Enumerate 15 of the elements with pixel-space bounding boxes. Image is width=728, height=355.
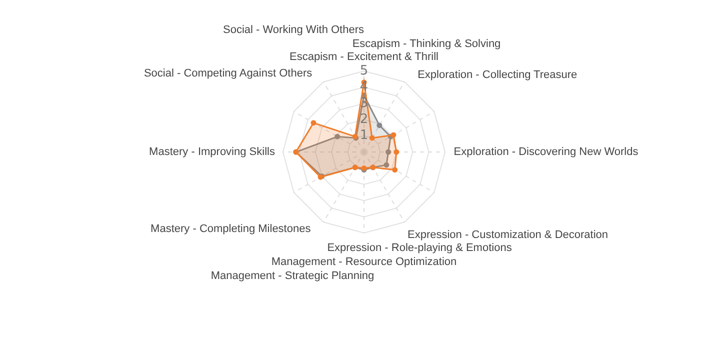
- spoke-label: Management - Strategic Planning: [210, 270, 374, 282]
- spoke-label: Mastery - Completing Milestones: [150, 223, 312, 236]
- y-tick-label: 2: [360, 112, 368, 127]
- spoke-label: Exploration - Discovering New Worlds: [454, 146, 639, 158]
- spoke-label: Expression - Customization & Decoration: [407, 229, 608, 242]
- spoke-label: Escapism - Thinking & Solving: [352, 38, 501, 50]
- spoke-label: Expression - Role-playing & Emotions: [327, 242, 512, 254]
- y-tick-label: 5: [360, 63, 368, 78]
- spoke-label: Social - Competing Against Others: [144, 68, 313, 80]
- spoke-label: Exploration - Collecting Treasure: [418, 69, 578, 82]
- spoke-label: Social - Working With Others: [222, 24, 364, 36]
- spoke-label: Escapism - Excitement & Thrill: [290, 51, 438, 64]
- spoke-label: Management - Resource Optimization: [271, 256, 457, 268]
- spoke-label: Mastery - Improving Skills: [149, 146, 276, 158]
- y-tick-label: 1: [360, 128, 368, 144]
